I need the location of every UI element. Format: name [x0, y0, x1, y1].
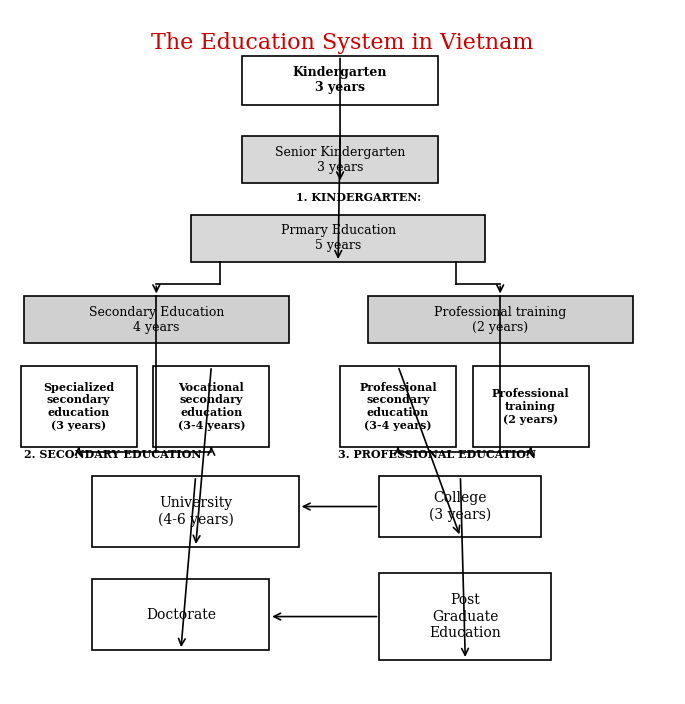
- Text: Prmary Education
5 years: Prmary Education 5 years: [281, 225, 396, 252]
- Text: University
(4-6 years): University (4-6 years): [158, 496, 234, 527]
- FancyBboxPatch shape: [368, 296, 633, 344]
- Text: Secondary Education
4 years: Secondary Education 4 years: [88, 306, 224, 334]
- Text: Specialized
secondary
education
(3 years): Specialized secondary education (3 years…: [43, 382, 114, 431]
- Text: 3. PROFESSIONAL EDUCATION: 3. PROFESSIONAL EDUCATION: [338, 449, 536, 460]
- FancyBboxPatch shape: [242, 136, 438, 183]
- FancyBboxPatch shape: [242, 56, 438, 105]
- FancyBboxPatch shape: [92, 476, 299, 547]
- Text: The Education System in Vietnam: The Education System in Vietnam: [151, 32, 534, 54]
- Text: Professional
training
(2 years): Professional training (2 years): [492, 388, 569, 425]
- FancyBboxPatch shape: [92, 579, 269, 650]
- Text: Vocational
secondary
education
(3-4 years): Vocational secondary education (3-4 year…: [177, 382, 245, 431]
- FancyBboxPatch shape: [473, 366, 588, 446]
- Text: College
(3 years): College (3 years): [429, 491, 492, 522]
- Text: Professional training
(2 years): Professional training (2 years): [434, 306, 566, 334]
- FancyBboxPatch shape: [379, 573, 551, 660]
- FancyBboxPatch shape: [24, 296, 289, 344]
- FancyBboxPatch shape: [21, 366, 137, 446]
- Text: Kindergarten
3 years: Kindergarten 3 years: [292, 66, 387, 94]
- Text: Senior Kindergarten
3 years: Senior Kindergarten 3 years: [275, 146, 406, 174]
- Text: Doctorate: Doctorate: [146, 608, 216, 622]
- FancyBboxPatch shape: [190, 215, 486, 262]
- Text: 2. SECONDARY EDUCATION: 2. SECONDARY EDUCATION: [24, 449, 201, 460]
- Text: Professional
secondary
education
(3-4 years): Professional secondary education (3-4 ye…: [359, 382, 437, 431]
- Text: 1. KINDERGARTEN:: 1. KINDERGARTEN:: [296, 192, 421, 203]
- FancyBboxPatch shape: [153, 366, 269, 446]
- Text: Post
Graduate
Education: Post Graduate Education: [429, 593, 501, 640]
- FancyBboxPatch shape: [340, 366, 456, 446]
- FancyBboxPatch shape: [379, 476, 541, 537]
